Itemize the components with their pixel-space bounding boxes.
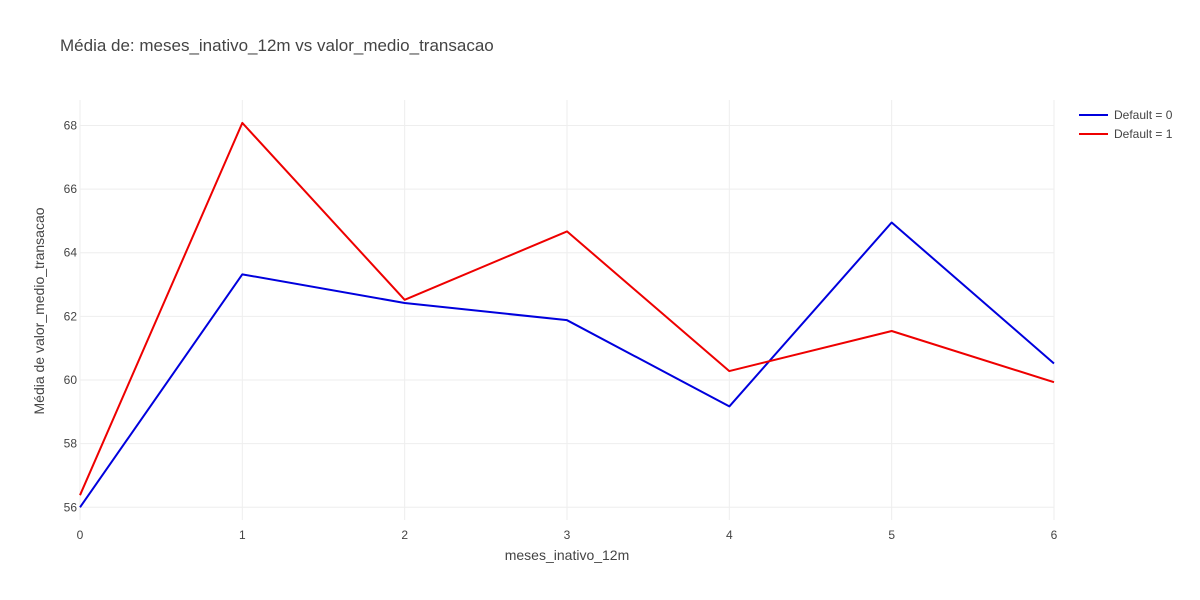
x-tick-label: 6 <box>1051 528 1058 542</box>
y-tick-label: 68 <box>64 118 78 132</box>
x-tick-label: 1 <box>239 528 246 542</box>
x-axis-title: meses_inativo_12m <box>505 547 630 563</box>
x-tick-label: 0 <box>77 528 84 542</box>
x-tick-label: 3 <box>564 528 571 542</box>
legend-label-1: Default = 1 <box>1114 127 1173 141</box>
series-lines <box>79 121 1055 508</box>
chart-title: Média de: meses_inativo_12m vs valor_med… <box>60 36 494 55</box>
legend: Default = 0 Default = 1 <box>1079 108 1173 141</box>
x-tick-label: 2 <box>401 528 408 542</box>
legend-label-0: Default = 0 <box>1114 108 1173 122</box>
series-line-1 <box>79 121 1055 496</box>
grid <box>79 100 1055 520</box>
y-tick-label: 62 <box>64 309 78 323</box>
x-tick-label: 5 <box>888 528 895 542</box>
series-line-0 <box>79 221 1055 508</box>
y-tick-label: 58 <box>64 437 78 451</box>
x-tick-label: 4 <box>726 528 733 542</box>
y-axis-ticks: 56 58 60 62 64 66 68 <box>64 118 78 514</box>
y-tick-label: 56 <box>64 500 78 514</box>
y-tick-label: 66 <box>64 182 78 196</box>
y-tick-label: 60 <box>64 373 78 387</box>
x-axis-ticks: 0 1 2 3 4 5 6 <box>77 528 1058 542</box>
y-tick-label: 64 <box>64 246 78 260</box>
y-axis-title: Média de valor_medio_transacao <box>31 207 47 414</box>
